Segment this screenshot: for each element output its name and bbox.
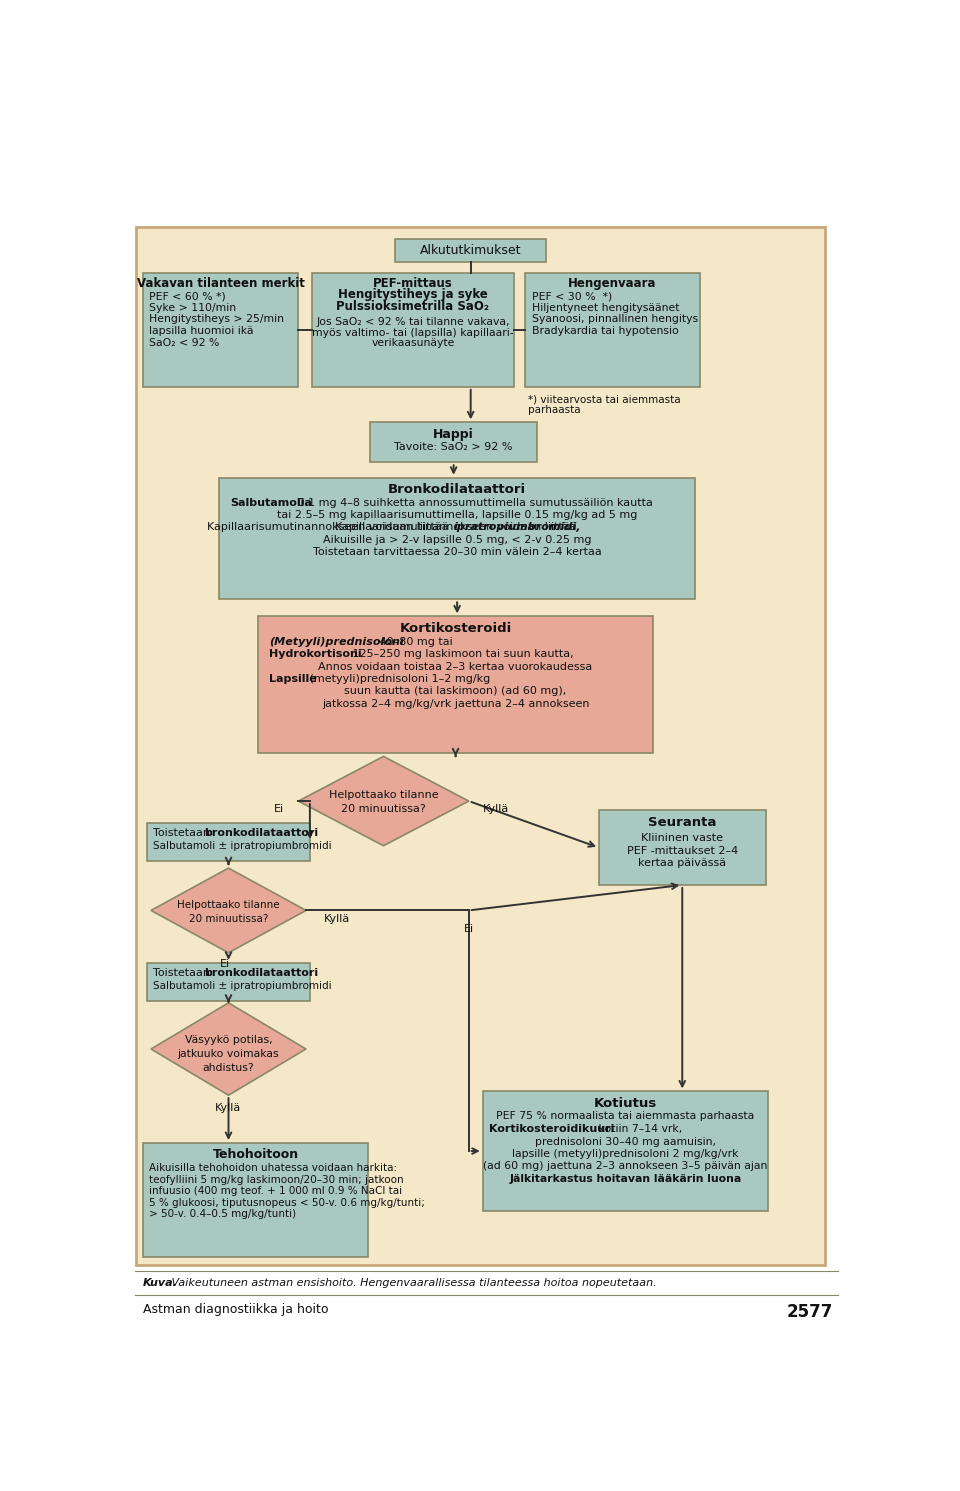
Text: (ad 60 mg) jaettuna 2–3 annokseen 3–5 päivän ajan: (ad 60 mg) jaettuna 2–3 annokseen 3–5 pä… xyxy=(483,1161,767,1172)
Text: Hengenvaara: Hengenvaara xyxy=(568,277,657,291)
Text: Bradykardia tai hypotensio: Bradykardia tai hypotensio xyxy=(532,327,679,335)
Text: bronkodilataattori: bronkodilataattori xyxy=(204,828,319,838)
Text: Hengitystiheys ja syke: Hengitystiheys ja syke xyxy=(338,288,488,301)
Text: Lapsille: Lapsille xyxy=(269,674,317,684)
Text: PEF < 60 % *): PEF < 60 % *) xyxy=(150,291,227,301)
FancyBboxPatch shape xyxy=(135,227,826,1264)
Text: PEF-mittaus: PEF-mittaus xyxy=(373,277,453,289)
Text: PEF 75 % normaalista tai aiemmasta parhaasta: PEF 75 % normaalista tai aiemmasta parha… xyxy=(496,1111,755,1121)
Text: Syke > 110/min: Syke > 110/min xyxy=(150,303,236,313)
Text: PEF < 30 %  *): PEF < 30 % *) xyxy=(532,291,612,301)
Text: Jos SaO₂ < 92 % tai tilanne vakava,: Jos SaO₂ < 92 % tai tilanne vakava, xyxy=(316,316,510,327)
Text: Toistetaan: Toistetaan xyxy=(154,828,214,838)
Text: Jälkitarkastus hoitavan lääkärin luona: Jälkitarkastus hoitavan lääkärin luona xyxy=(509,1173,741,1184)
Text: Helpottaako tilanne: Helpottaako tilanne xyxy=(178,899,279,910)
Text: PEF -mittaukset 2–4: PEF -mittaukset 2–4 xyxy=(627,845,738,856)
Text: Alkututkimukset: Alkututkimukset xyxy=(420,245,521,258)
Text: Kapillaarisumutinannokseen voidaan liittää: Kapillaarisumutinannokseen voidaan liitt… xyxy=(206,522,452,532)
Text: Helpottaako tilanne: Helpottaako tilanne xyxy=(328,790,439,801)
Text: (Metyyli)prednisoloni: (Metyyli)prednisoloni xyxy=(269,637,403,647)
Text: Bronkodilataattori: Bronkodilataattori xyxy=(388,483,526,497)
Text: bronkodilataattori: bronkodilataattori xyxy=(204,968,319,978)
FancyBboxPatch shape xyxy=(143,1144,368,1257)
Text: 0.1 mg 4–8 suihketta annossumuttimella sumutussäiliön kautta: 0.1 mg 4–8 suihketta annossumuttimella s… xyxy=(295,498,653,508)
Text: prednisoloni 30–40 mg aamuisin,: prednisoloni 30–40 mg aamuisin, xyxy=(535,1136,716,1147)
Text: Kyllä: Kyllä xyxy=(483,804,509,814)
Text: Hydrokortisoni: Hydrokortisoni xyxy=(269,650,361,659)
Text: lapsilla huomioi ikä: lapsilla huomioi ikä xyxy=(150,327,254,335)
Text: jatkuuko voimakas: jatkuuko voimakas xyxy=(178,1050,279,1059)
Text: suun kautta (tai laskimoon) (ad 60 mg),: suun kautta (tai laskimoon) (ad 60 mg), xyxy=(345,686,566,696)
Text: Hiljentyneet hengitysäänet: Hiljentyneet hengitysäänet xyxy=(532,303,679,313)
Text: myös valtimo- tai (lapsilla) kapillaari-: myös valtimo- tai (lapsilla) kapillaari- xyxy=(312,328,514,337)
Text: 125–250 mg laskimoon tai suun kautta,: 125–250 mg laskimoon tai suun kautta, xyxy=(349,650,574,659)
Text: Toistetaan: Toistetaan xyxy=(154,968,214,978)
Polygon shape xyxy=(151,868,306,953)
Text: Salbutamoli ± ipratropiumbromidi: Salbutamoli ± ipratropiumbromidi xyxy=(154,841,332,851)
Text: Kyllä: Kyllä xyxy=(215,1103,242,1112)
FancyBboxPatch shape xyxy=(147,823,310,862)
FancyBboxPatch shape xyxy=(371,422,537,462)
Text: jatkossa 2–4 mg/kg/vrk jaettuna 2–4 annokseen: jatkossa 2–4 mg/kg/vrk jaettuna 2–4 anno… xyxy=(322,699,589,708)
Text: (metyyli)prednisoloni 1–2 mg/kg: (metyyli)prednisoloni 1–2 mg/kg xyxy=(306,674,491,684)
Text: > 50-v. 0.4–0.5 mg/kg/tunti): > 50-v. 0.4–0.5 mg/kg/tunti) xyxy=(150,1209,297,1220)
Text: Kotiutus: Kotiutus xyxy=(593,1097,657,1109)
Text: SaO₂ < 92 %: SaO₂ < 92 % xyxy=(150,337,220,347)
Text: 40–80 mg tai: 40–80 mg tai xyxy=(375,637,452,647)
Text: lapsille (metyyli)prednisoloni 2 mg/kg/vrk: lapsille (metyyli)prednisoloni 2 mg/kg/v… xyxy=(512,1150,738,1159)
Text: tai 2.5–5 mg kapillaarisumuttimella, lapsille 0.15 mg/kg ad 5 mg: tai 2.5–5 mg kapillaarisumuttimella, lap… xyxy=(276,510,637,520)
Text: teofylliini 5 mg/kg laskimoon/20–30 min; jatkoon: teofylliini 5 mg/kg laskimoon/20–30 min;… xyxy=(150,1175,404,1184)
Text: Kyllä: Kyllä xyxy=(324,914,350,924)
Text: ipratropiumbromidi,: ipratropiumbromidi, xyxy=(453,522,581,532)
Text: Pulssioksimetrilla SaO₂: Pulssioksimetrilla SaO₂ xyxy=(336,300,490,313)
FancyBboxPatch shape xyxy=(258,616,653,753)
Text: Salbutamolia: Salbutamolia xyxy=(230,498,312,508)
Polygon shape xyxy=(151,1003,306,1096)
Text: 5 % glukoosi, tiputusnopeus < 50-v. 0.6 mg/kg/tunti;: 5 % glukoosi, tiputusnopeus < 50-v. 0.6 … xyxy=(150,1197,425,1208)
Text: 2577: 2577 xyxy=(786,1303,833,1321)
Text: Ei: Ei xyxy=(275,804,284,814)
Text: Seuranta: Seuranta xyxy=(648,817,716,829)
FancyBboxPatch shape xyxy=(143,273,299,386)
Text: Aikuisilla tehohoidon uhatessa voidaan harkita:: Aikuisilla tehohoidon uhatessa voidaan h… xyxy=(150,1163,397,1173)
Text: Kortikosteroidikuuri: Kortikosteroidikuuri xyxy=(489,1124,614,1135)
Text: parhaasta: parhaasta xyxy=(528,406,580,416)
FancyBboxPatch shape xyxy=(396,239,546,262)
FancyBboxPatch shape xyxy=(525,273,700,386)
Text: Hengitystiheys > 25/min: Hengitystiheys > 25/min xyxy=(150,315,284,325)
Text: Väsyykö potilas,: Väsyykö potilas, xyxy=(184,1035,273,1045)
FancyBboxPatch shape xyxy=(483,1091,768,1211)
Text: kotiin 7–14 vrk,: kotiin 7–14 vrk, xyxy=(595,1124,683,1135)
Text: Tehohoitoon: Tehohoitoon xyxy=(212,1148,299,1161)
Text: kertaa päivässä: kertaa päivässä xyxy=(638,857,727,868)
Text: Astman diagnostiikka ja hoito: Astman diagnostiikka ja hoito xyxy=(143,1303,328,1317)
Text: Vakavan tilanteen merkit: Vakavan tilanteen merkit xyxy=(137,277,304,291)
Text: 20 minuutissa?: 20 minuutissa? xyxy=(341,804,426,814)
Text: Tavoite: SaO₂ > 92 %: Tavoite: SaO₂ > 92 % xyxy=(395,443,513,452)
Text: Syanoosi, pinnallinen hengitys: Syanoosi, pinnallinen hengitys xyxy=(532,315,698,325)
Text: Annos voidaan toistaa 2–3 kertaa vuorokaudessa: Annos voidaan toistaa 2–3 kertaa vuoroka… xyxy=(319,662,592,672)
FancyBboxPatch shape xyxy=(219,477,695,599)
FancyBboxPatch shape xyxy=(147,963,310,1002)
Text: 20 minuutissa?: 20 minuutissa? xyxy=(189,914,268,923)
Text: *) viitearvosta tai aiemmasta: *) viitearvosta tai aiemmasta xyxy=(528,395,681,404)
Text: Vaikeutuneen astman ensishoito. Hengenvaarallisessa tilanteessa hoitoa nopeuteta: Vaikeutuneen astman ensishoito. Hengenva… xyxy=(168,1278,657,1288)
Text: infuusio (400 mg teof. + 1 000 ml 0.9 % NaCl tai: infuusio (400 mg teof. + 1 000 ml 0.9 % … xyxy=(150,1185,402,1196)
Text: Kliininen vaste: Kliininen vaste xyxy=(641,833,723,844)
Text: Happi: Happi xyxy=(433,428,474,441)
FancyBboxPatch shape xyxy=(312,273,514,386)
Text: Kortikosteroidi: Kortikosteroidi xyxy=(399,622,512,635)
Polygon shape xyxy=(299,756,468,845)
Text: verikaasunäyte: verikaasunäyte xyxy=(372,338,455,349)
FancyBboxPatch shape xyxy=(599,810,765,886)
Text: Kuva.: Kuva. xyxy=(143,1278,179,1288)
Text: Aikuisille ja > 2-v lapsille 0.5 mg, < 2-v 0.25 mg: Aikuisille ja > 2-v lapsille 0.5 mg, < 2… xyxy=(323,535,591,544)
Text: Ei: Ei xyxy=(220,959,229,969)
Text: Ei: Ei xyxy=(464,924,474,935)
Text: Kapillaarisumutinannokseen voidaan liittää: Kapillaarisumutinannokseen voidaan liitt… xyxy=(335,522,580,532)
Text: Salbutamoli ± ipratropiumbromidi: Salbutamoli ± ipratropiumbromidi xyxy=(154,981,332,992)
Text: Toistetaan tarvittaessa 20–30 min välein 2–4 kertaa: Toistetaan tarvittaessa 20–30 min välein… xyxy=(313,547,602,558)
Text: ahdistus?: ahdistus? xyxy=(203,1063,254,1074)
